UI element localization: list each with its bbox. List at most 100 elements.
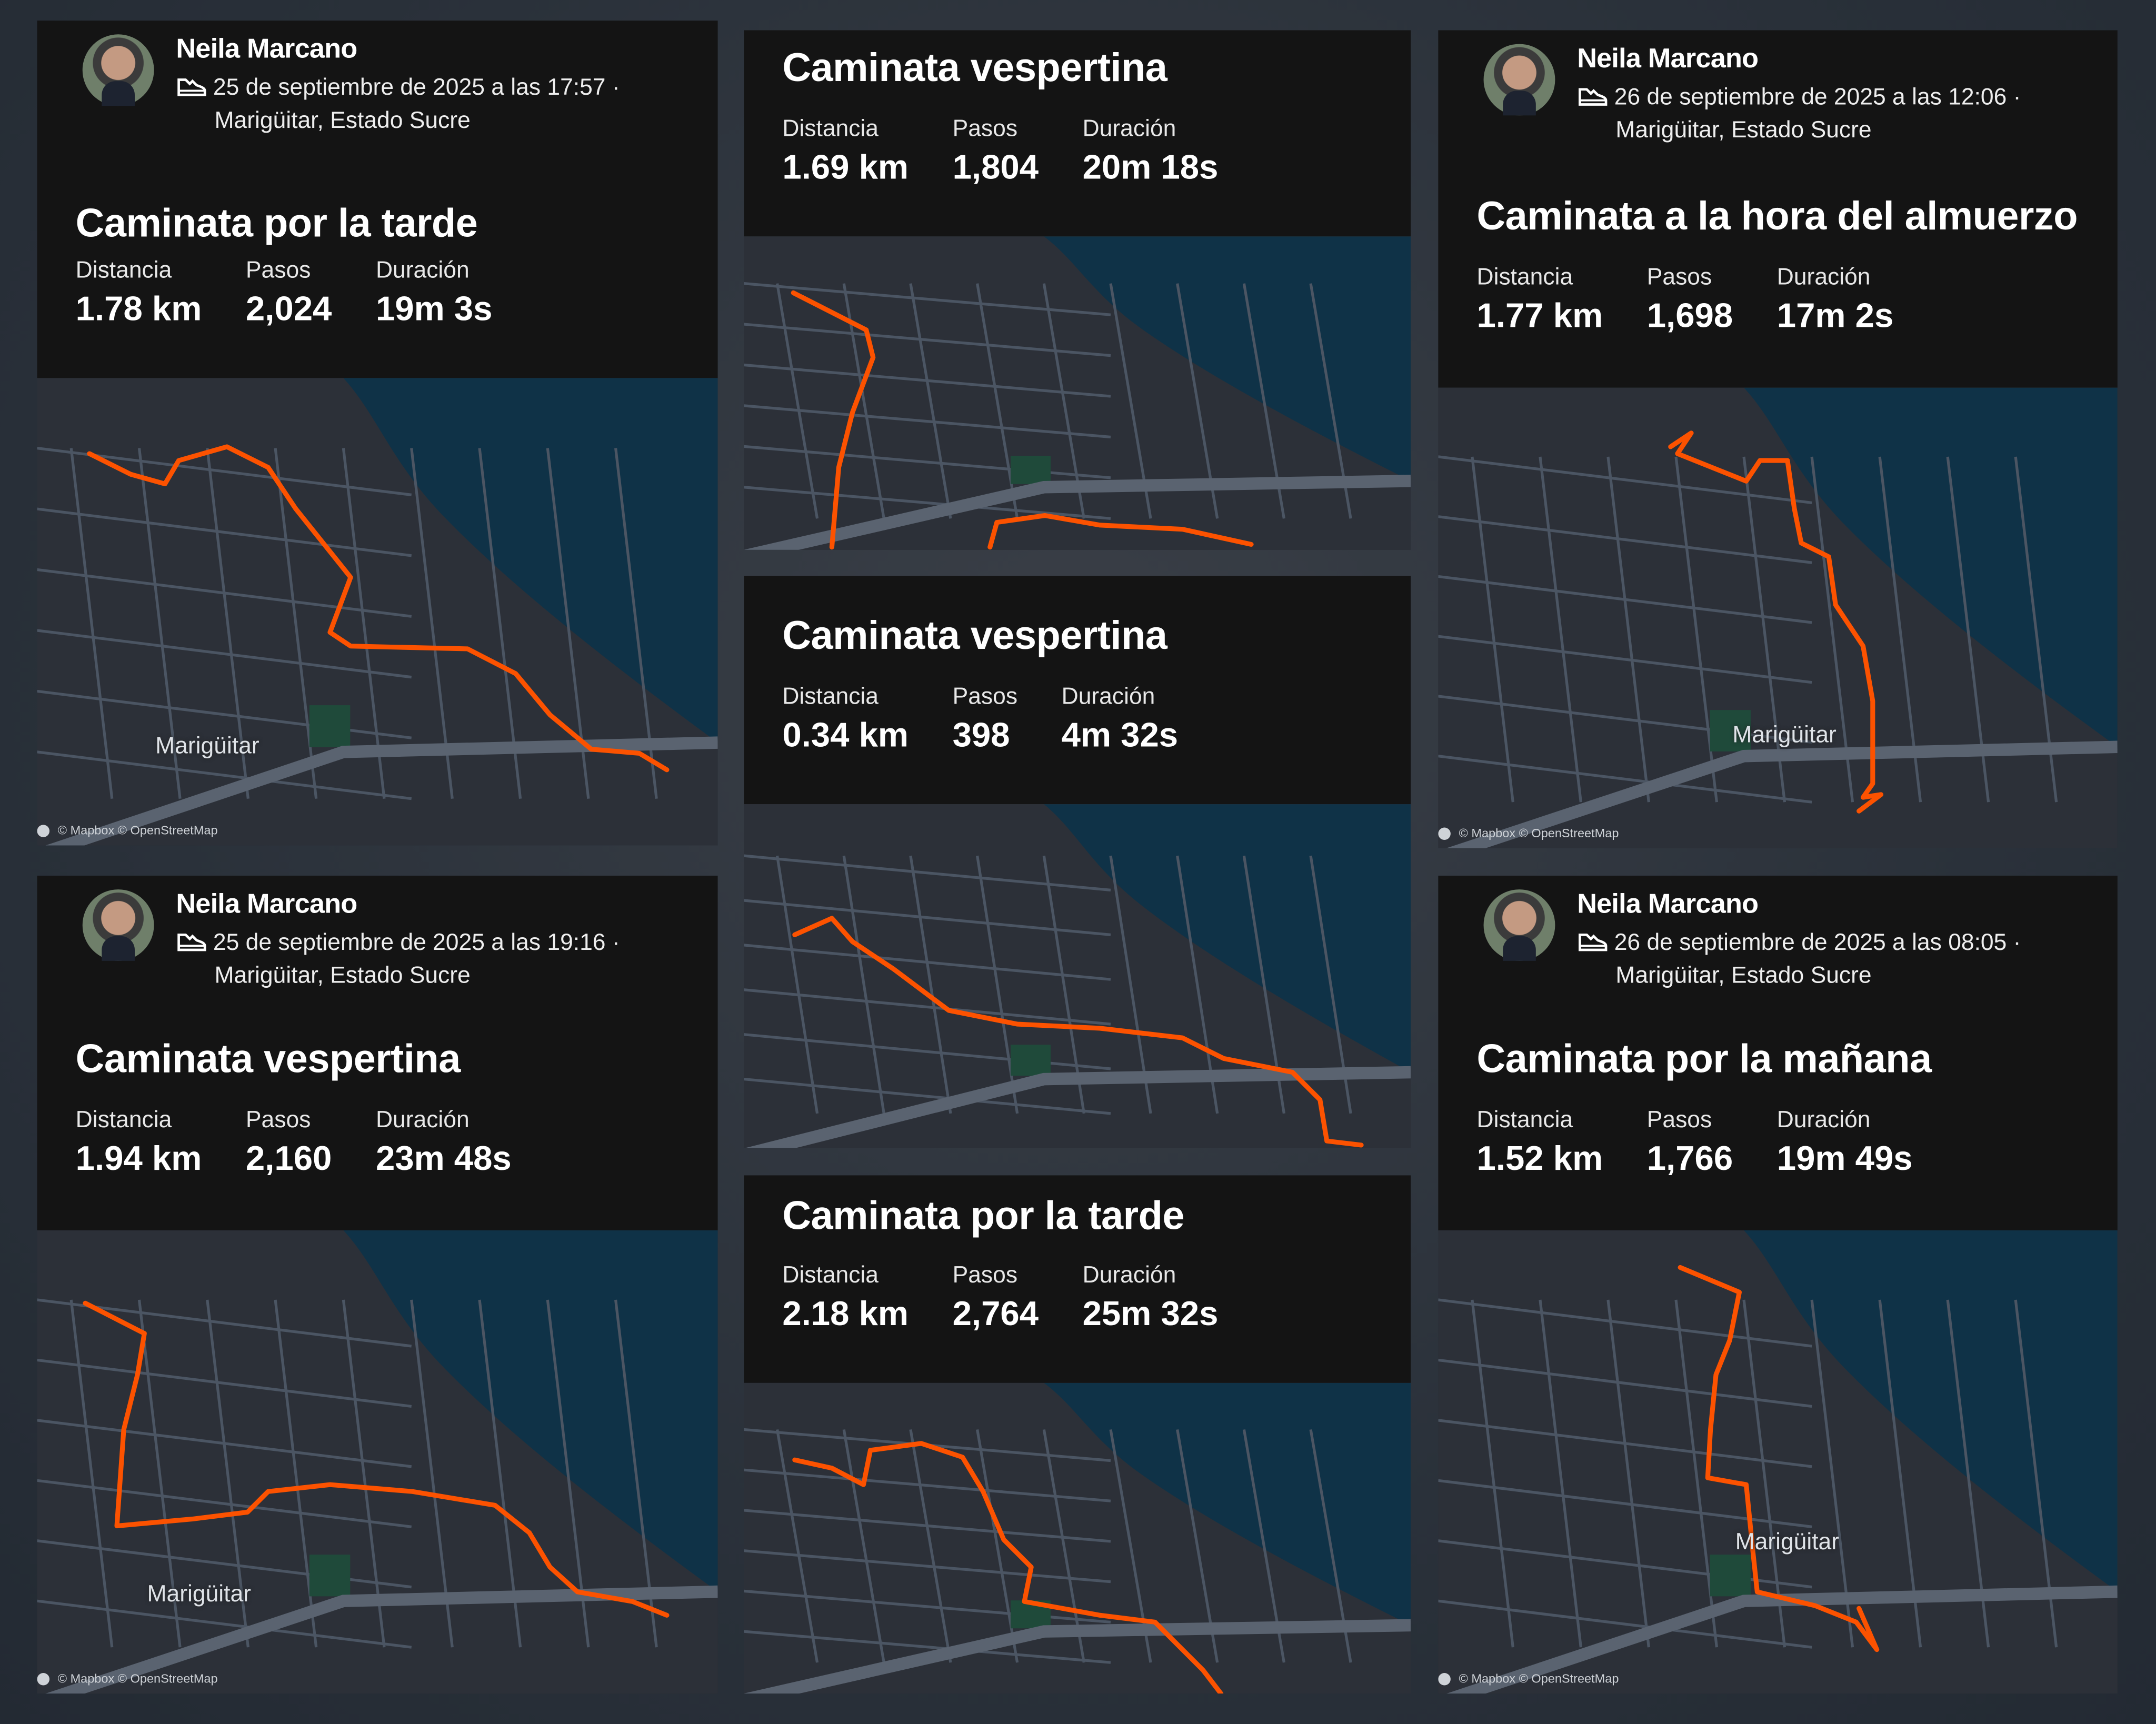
athlete-name[interactable]: Neila Marcano [1577, 889, 1759, 920]
street [37, 507, 412, 557]
athlete-name[interactable]: Neila Marcano [1577, 44, 1759, 75]
stat-label: Distancia [1476, 264, 1573, 290]
stat-label: Distancia [782, 1261, 879, 1288]
street [1438, 1599, 1812, 1649]
stat-value: 1.78 km [75, 290, 202, 329]
activity-header[interactable]: Neila Marcano 26 de septiembre de 2025 a … [1438, 30, 2118, 388]
street [744, 899, 1111, 936]
map-canvas [1438, 387, 2118, 848]
activity-title[interactable]: Caminata por la mañana [1476, 1038, 1932, 1082]
avatar[interactable] [82, 34, 154, 106]
shoe-icon [1577, 932, 1608, 961]
route-line [1668, 430, 1884, 814]
stat-label: Duración [1776, 264, 1871, 290]
town-label: Marigüitar [1735, 1528, 1840, 1555]
sea [343, 378, 718, 743]
activity-stats: Distancia 2.18 km Pasos 2,764 Duración 25m 32… [782, 1262, 1262, 1335]
street [744, 404, 1111, 439]
street [744, 323, 1111, 357]
street [775, 855, 819, 1114]
street [1438, 515, 1812, 564]
activity-title[interactable]: Caminata por la tarde [75, 202, 478, 246]
street [744, 282, 1111, 316]
town-label: Marigüitar [155, 733, 259, 759]
route-line [1678, 1265, 1880, 1652]
street [1878, 1299, 1922, 1648]
stat-duration: Duración 23m 48s [376, 1107, 512, 1179]
street [137, 448, 182, 799]
street [1109, 855, 1152, 1114]
avatar[interactable] [82, 889, 154, 961]
route-map[interactable]: Marigüitar © Mapbox © OpenStreetMap [37, 1230, 718, 1694]
route-map[interactable]: Marigüitar © Mapbox © OpenStreetMap [37, 378, 718, 846]
route-map[interactable] [744, 1382, 1411, 1694]
stat-label: Distancia [75, 1106, 172, 1133]
avatar[interactable] [1483, 44, 1555, 116]
activity-header[interactable]: Neila Marcano 26 de septiembre de 2025 a … [1438, 875, 2118, 1230]
street [1539, 1299, 1582, 1648]
activity-title[interactable]: Caminata vespertina [782, 614, 1167, 659]
stat-value: 1,804 [952, 148, 1039, 187]
attribution-text: © Mapbox © OpenStreetMap [1459, 1671, 1619, 1686]
avatar[interactable] [1483, 889, 1555, 961]
athlete-name[interactable]: Neila Marcano [176, 889, 357, 920]
stat-steps: Pasos 2,764 [953, 1262, 1039, 1335]
street [744, 1549, 1111, 1583]
park [1010, 456, 1051, 484]
activity-location: Marigüitar, Estado Sucre [1615, 962, 1872, 989]
street [342, 448, 386, 799]
street [37, 1599, 412, 1649]
activity-header[interactable]: Caminata vespertina Distancia 0.34 km Pasos… [744, 576, 1411, 805]
activity-header[interactable]: Neila Marcano 25 de septiembre de 2025 a … [37, 21, 718, 378]
street [37, 568, 412, 618]
map-attribution[interactable]: © Mapbox © OpenStreetMap [1438, 1671, 1619, 1686]
stat-label: Duración [1061, 683, 1155, 709]
stat-value: 17m 2s [1776, 297, 1894, 336]
activity-header[interactable]: Caminata por la tarde Distancia 2.18 km Pas… [744, 1175, 1411, 1383]
street [744, 1468, 1111, 1502]
activity-date: 25 de septiembre de 2025 a las 17:57 · [213, 74, 620, 101]
stat-value: 4m 32s [1061, 716, 1179, 755]
street [1606, 1299, 1650, 1648]
street [69, 1299, 114, 1648]
street [137, 1299, 182, 1648]
stat-distance: Distancia 1.77 km [1477, 264, 1603, 337]
stat-value: 20m 18s [1082, 148, 1219, 187]
town-label: Marigüitar [1732, 721, 1836, 748]
town-label: Marigüitar [147, 1581, 251, 1607]
map-canvas [37, 1230, 718, 1694]
stat-value: 1.94 km [75, 1139, 202, 1178]
route-map[interactable] [744, 236, 1411, 550]
route-map[interactable]: Marigüitar © Mapbox © OpenStreetMap [1438, 387, 2118, 848]
activity-title[interactable]: Caminata vespertina [782, 46, 1167, 91]
map-attribution[interactable]: © Mapbox © OpenStreetMap [37, 824, 218, 837]
attribution-text: © Mapbox © OpenStreetMap [57, 1671, 218, 1686]
street [1042, 283, 1085, 519]
street [1438, 635, 1812, 684]
stat-value: 25m 32s [1082, 1295, 1219, 1334]
stat-label: Distancia [75, 257, 172, 284]
highway [45, 736, 718, 846]
activity-header[interactable]: Neila Marcano 25 de septiembre de 2025 a … [37, 875, 718, 1230]
shoe-icon [176, 932, 206, 961]
park [1710, 710, 1751, 751]
activity-date: 25 de septiembre de 2025 a las 19:16 · [213, 929, 620, 956]
activity-title[interactable]: Caminata vespertina [75, 1038, 461, 1082]
activity-meta: 25 de septiembre de 2025 a las 17:57 · Ma… [176, 73, 620, 135]
activity-header[interactable]: Caminata vespertina Distancia 1.69 km Pasos… [744, 30, 1411, 237]
map-attribution[interactable]: © Mapbox © OpenStreetMap [37, 1671, 218, 1686]
map-attribution[interactable]: © Mapbox © OpenStreetMap [1438, 826, 1619, 840]
street [478, 448, 522, 799]
street [744, 1509, 1111, 1543]
route-map[interactable]: Marigüitar © Mapbox © OpenStreetMap [1438, 1230, 2118, 1694]
stat-value: 2,024 [245, 290, 332, 329]
activity-stats: Distancia 0.34 km Pasos 398 Duración 4m 32s [782, 683, 1222, 756]
activity-meta: 25 de septiembre de 2025 a las 19:16 · Ma… [176, 928, 620, 990]
route-map[interactable] [744, 804, 1411, 1148]
street [909, 855, 952, 1114]
activity-title[interactable]: Caminata a la hora del almuerzo [1476, 195, 2078, 239]
athlete-name[interactable]: Neila Marcano [176, 34, 357, 65]
street [842, 1429, 885, 1663]
activity-title[interactable]: Caminata por la tarde [782, 1195, 1184, 1239]
street [37, 750, 412, 800]
